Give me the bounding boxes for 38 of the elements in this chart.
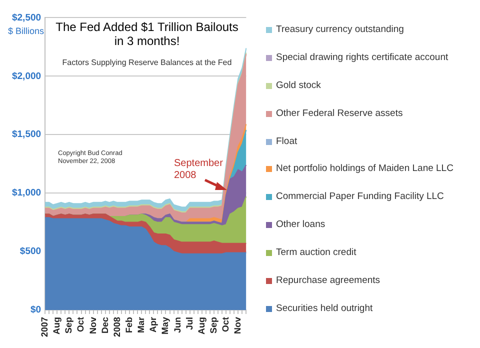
legend-label: Gold stock xyxy=(276,80,321,91)
legend-label: Other loans xyxy=(276,219,326,230)
x-tick-label: Feb xyxy=(124,316,134,333)
legend-label: Term auction credit xyxy=(276,247,356,258)
x-tick-label: Jul xyxy=(184,316,194,330)
legend-label: Other Federal Reserve assets xyxy=(276,108,403,119)
text: Factors Supplying Reserve Balances at the Fed xyxy=(61,58,233,67)
legend-label: Treasury currency outstanding xyxy=(276,24,404,35)
legend-label: Float xyxy=(276,136,298,147)
x-tick-label: Sep xyxy=(208,316,218,334)
x-tick-label: Dec xyxy=(100,316,110,334)
y-tick-label: $0 xyxy=(30,304,42,316)
y-tick-label: $1,500 xyxy=(12,129,42,140)
y-tick-label: $1,000 xyxy=(12,188,42,199)
legend-label: Net portfolio holdings of Maiden Lane LLC xyxy=(276,163,454,174)
x-tick-label: Mar xyxy=(136,316,146,333)
y-tick-label: $500 xyxy=(20,246,42,258)
y-axis-title: $ Billions xyxy=(8,26,44,36)
x-tick-label: 2008 xyxy=(112,316,122,338)
legend-label: Repurchase agreements xyxy=(276,275,380,286)
x-tick-label: Oct xyxy=(76,316,86,332)
x-tick-label: Aug xyxy=(196,316,206,334)
x-tick-label: Jun xyxy=(172,316,182,333)
legend-label: Special drawing rights certificate account xyxy=(276,52,448,63)
y-tick-label: $2,500 xyxy=(12,12,42,24)
text: The Fed Added $1 Trillion Bailouts in 3 months! xyxy=(54,20,240,48)
x-tick-label: Nov xyxy=(232,316,243,334)
x-tick-label: 2007 xyxy=(40,316,50,338)
x-tick-label: Apr xyxy=(148,316,158,332)
legend-label: Securities held outright xyxy=(276,302,373,314)
x-tick-label: Nov xyxy=(88,316,98,334)
y-tick-label: $2,000 xyxy=(12,70,42,82)
x-tick-label: May xyxy=(160,316,170,334)
x-tick-label: Aug xyxy=(52,316,62,334)
legend-label: Commercial Paper Funding Facility LLC xyxy=(276,191,444,202)
annotation: September 2008 xyxy=(174,158,224,182)
x-tick-label: Oct xyxy=(220,316,231,332)
x-tick-label: Sep xyxy=(64,316,74,334)
